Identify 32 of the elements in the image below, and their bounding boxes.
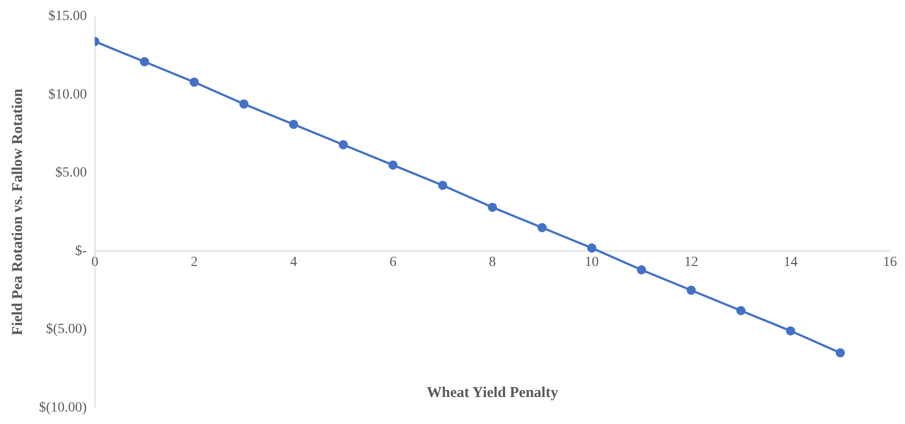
- point: [388, 160, 398, 170]
- x-tick-label: 2: [190, 255, 198, 270]
- point: [836, 348, 845, 358]
- y-axis-title: Field Pea Rotation vs. Fallow Rotation: [10, 88, 26, 336]
- x-tick-label: 8: [488, 255, 496, 270]
- point: [438, 180, 448, 190]
- point: [140, 57, 150, 66]
- point: [636, 265, 646, 274]
- x-tick-label: 0: [91, 255, 98, 270]
- y-tick-label: $5.00: [55, 166, 87, 181]
- y-tick-label: $(5.00): [46, 322, 88, 338]
- point: [786, 326, 796, 336]
- y-tick-label: $15.00: [48, 9, 87, 24]
- point: [239, 99, 249, 109]
- x-tick-label: 16: [883, 255, 897, 270]
- y-tick-label: $(10.00): [38, 400, 88, 416]
- x-tick-label: 4: [290, 255, 298, 270]
- y-tick-label: $-: [75, 244, 88, 259]
- point: [488, 202, 498, 212]
- x-tick-label: 12: [684, 255, 698, 270]
- point: [686, 286, 696, 295]
- point: [338, 140, 348, 150]
- point: [736, 306, 746, 316]
- point: [587, 243, 596, 253]
- y-tick-label: $10.00: [48, 87, 87, 102]
- x-tick-label: 10: [584, 255, 599, 270]
- x-axis-title: Wheat Yield Penalty: [426, 384, 559, 401]
- point: [190, 78, 199, 87]
- x-tick-label: 6: [390, 255, 397, 270]
- x-tick-label: 14: [784, 255, 798, 270]
- point: [538, 223, 547, 232]
- point: [289, 120, 298, 129]
